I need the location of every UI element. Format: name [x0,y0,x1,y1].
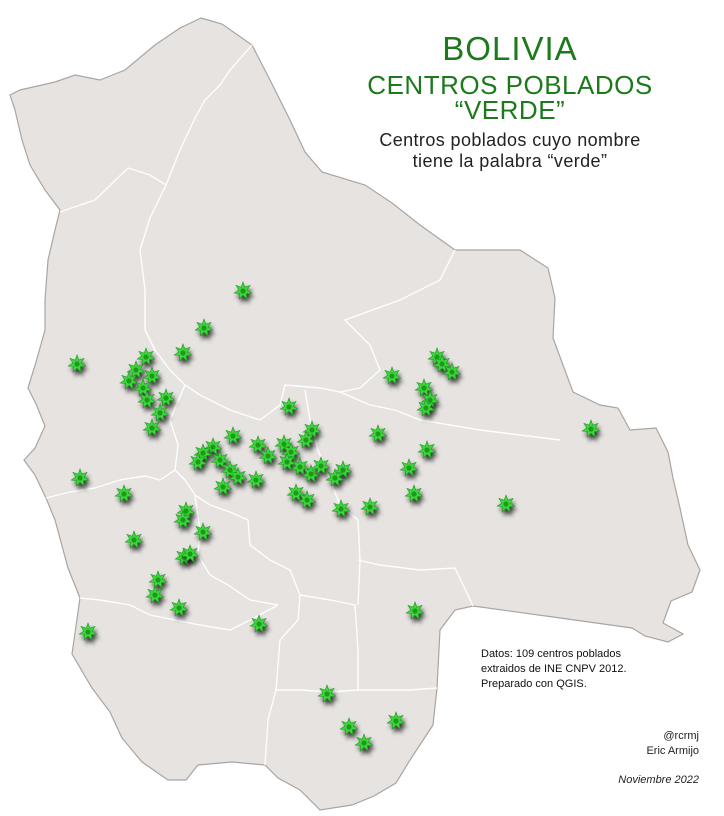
green-star-icon [317,684,337,703]
green-star-icon [325,468,345,487]
data-notes: Datos: 109 centros poblados extraidos de… [481,647,627,692]
green-star-icon [416,398,436,417]
green-star-icon [368,424,388,443]
green-star-icon [194,318,214,337]
author-handle: @rcrmj [663,730,699,742]
green-star-icon [302,420,322,439]
green-star-icon [277,452,297,471]
map-subtitle: Centros poblados cuyo nombre tiene la pa… [330,130,690,172]
green-star-icon [228,467,248,486]
green-star-icon [213,477,233,496]
green-star-icon [246,470,266,489]
author-name: Eric Armijo [646,745,699,757]
green-star-icon [210,450,230,469]
green-star-icon [581,419,601,438]
green-star-icon [173,343,193,362]
green-star-icon [404,484,424,503]
green-star-icon [354,733,374,752]
green-star-icon [333,460,353,479]
green-star-icon [67,354,87,373]
notes-line1: Datos: 109 centros poblados [481,648,622,660]
green-star-icon [296,430,316,449]
green-star-icon [114,484,134,503]
green-star-icon [142,366,162,385]
green-star-icon [286,483,306,502]
green-star-icon [386,711,406,730]
subtitle-line2: tiene la palabra “verde” [412,151,608,171]
green-star-icon [176,501,196,520]
green-star-icon [145,585,165,604]
green-star-icon [188,452,208,471]
green-star-icon [150,403,170,422]
green-star-icon [399,458,419,477]
green-star-icon [148,570,168,589]
green-star-icon [331,499,351,518]
green-star-icon [414,378,434,397]
green-star-icon [442,362,462,381]
green-star-icon [169,598,189,617]
map-date: Noviembre 2022 [618,774,699,786]
green-star-icon [78,622,98,641]
green-star-icon [339,717,359,736]
green-star-icon [279,397,299,416]
green-star-icon [70,468,90,487]
settlement-markers [67,281,601,752]
green-star-icon [360,497,380,516]
notes-line2: extraidos de INE CNPV 2012. [481,663,627,675]
author-credit: @rcrmj Eric Armijo [646,729,699,759]
green-star-icon [249,614,269,633]
green-star-icon [248,435,268,454]
green-star-icon [297,490,317,509]
green-star-icon [290,457,310,476]
green-star-icon [382,366,402,385]
map-title-line3: “VERDE” [454,95,566,125]
green-star-icon [133,378,153,397]
green-star-icon [405,601,425,620]
green-star-icon [311,456,331,475]
department-borders [45,44,561,766]
green-star-icon [136,347,156,366]
green-star-icon [156,388,176,407]
green-star-icon [173,510,193,529]
green-star-icon [417,440,437,459]
green-star-icon [432,354,452,373]
map-title: BOLIVIA [442,30,578,67]
green-star-icon [137,390,157,409]
green-star-icon [233,281,253,300]
green-star-icon [274,434,294,453]
green-star-icon [180,544,200,563]
green-star-icon [223,426,243,445]
green-star-icon [281,442,301,461]
green-star-icon [124,530,144,549]
subtitle-line1: Centros poblados cuyo nombre [379,130,641,150]
green-star-icon [142,418,162,437]
green-star-icon [258,446,278,465]
green-star-icon [301,464,321,483]
notes-line3: Preparado con QGIS. [481,678,587,690]
green-star-icon [126,360,146,379]
green-star-icon [203,437,223,456]
map-title-line2: CENTROS POBLADOS [367,70,653,100]
green-star-icon [496,494,516,513]
green-star-icon [193,522,213,541]
green-star-icon [119,371,139,390]
